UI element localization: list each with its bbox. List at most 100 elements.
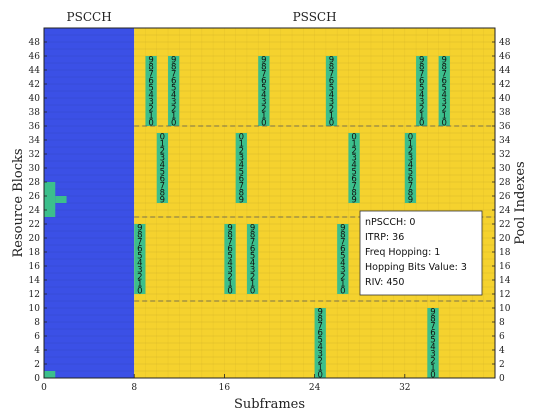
allocation-index-label: 9	[160, 196, 165, 206]
allocation-index-label: 8	[160, 189, 165, 199]
allocation-index-label: 9	[148, 56, 153, 66]
pscch-region-label: PSCCH	[67, 10, 112, 24]
allocation-index-label: 9	[171, 56, 176, 66]
allocation-index-label: 9	[351, 196, 356, 206]
allocation-index-label: 4	[160, 161, 165, 171]
allocation-index-label: 3	[442, 98, 447, 108]
allocation-index-label: 7	[408, 182, 413, 192]
pssch-allocation	[246, 224, 259, 294]
y2-tick-label: 26	[499, 192, 511, 202]
y-tick-label: 32	[29, 150, 40, 160]
allocation-index-label: 4	[430, 343, 435, 353]
allocation-index-label: 4	[442, 91, 447, 101]
allocation-index-label: 1	[137, 280, 142, 290]
allocation-index-label: 5	[340, 252, 345, 262]
allocation-index-label: 6	[419, 77, 424, 87]
y2-tick-label: 6	[499, 332, 505, 342]
y-tick-label: 30	[29, 164, 41, 174]
allocation-index-label: 2	[318, 357, 323, 367]
x-axis-label: Subframes	[234, 397, 305, 412]
allocation-index-label: 3	[160, 154, 165, 164]
allocation-index-label: 1	[340, 280, 345, 290]
x-tick-label: 16	[219, 383, 231, 393]
pssch-allocation	[258, 56, 270, 126]
allocation-index-label: 1	[442, 112, 447, 122]
y2-tick-label: 44	[499, 66, 511, 76]
pscch-allocation	[55, 196, 67, 203]
y2-tick-label: 46	[499, 52, 511, 62]
allocation-index-label: 8	[227, 231, 232, 241]
annotation-freq-hopping: Freq Hopping: 1	[365, 247, 440, 258]
y2-axis-label: Pool Indexes	[513, 161, 528, 244]
allocation-index-label: 4	[351, 161, 356, 171]
allocation-index-label: 0	[148, 119, 153, 129]
pssch-allocation	[168, 56, 180, 126]
allocation-index-label: 2	[408, 147, 413, 157]
allocation-index-label: 8	[318, 315, 323, 325]
allocation-index-label: 0	[171, 119, 176, 129]
y2-tick-label: 42	[499, 80, 510, 90]
allocation-index-label: 8	[250, 231, 255, 241]
allocation-index-label: 0	[442, 119, 447, 129]
annotation-itrp: ITRP: 36	[365, 232, 404, 243]
y2-tick-label: 16	[499, 262, 511, 272]
allocation-index-label: 8	[171, 63, 176, 73]
allocation-index-label: 0	[250, 287, 255, 297]
annotation-npscch: nPSCCH: 0	[365, 217, 415, 228]
y-tick-label: 34	[29, 136, 41, 146]
allocation-index-label: 6	[239, 175, 244, 185]
allocation-index-label: 1	[227, 280, 232, 290]
x-tick-label: 32	[399, 383, 410, 393]
allocation-index-label: 2	[329, 105, 334, 115]
allocation-index-label: 8	[430, 315, 435, 325]
allocation-index-label: 6	[160, 175, 165, 185]
allocation-index-label: 9	[340, 224, 345, 234]
allocation-index-label: 2	[430, 357, 435, 367]
allocation-index-label: 4	[227, 259, 232, 269]
y2-tick-label: 28	[499, 178, 511, 188]
allocation-index-label: 9	[261, 56, 266, 66]
plot-frame	[43, 27, 496, 379]
y-tick-label: 6	[34, 332, 40, 342]
y2-tick-label: 20	[499, 234, 511, 244]
allocation-index-label: 3	[148, 98, 153, 108]
y2-tick-label: 36	[499, 122, 511, 132]
allocation-index-label: 4	[137, 259, 142, 269]
allocation-index-label: 5	[171, 84, 176, 94]
pssch-allocation	[314, 308, 326, 378]
allocation-index-label: 9	[442, 56, 447, 66]
x-tick-label: 8	[131, 383, 137, 393]
allocation-index-label: 1	[160, 140, 165, 150]
allocation-index-label: 3	[239, 154, 244, 164]
allocation-index-label: 0	[329, 119, 334, 129]
allocation-index-label: 8	[442, 63, 447, 73]
allocation-index-label: 6	[261, 77, 266, 87]
allocation-index-label: 7	[250, 238, 255, 248]
allocation-index-label: 4	[340, 259, 345, 269]
pssch-allocation	[134, 224, 146, 294]
allocation-index-label: 1	[329, 112, 334, 122]
allocation-index-label: 3	[419, 98, 424, 108]
allocation-index-label: 5	[148, 84, 153, 94]
allocation-index-label: 0	[318, 371, 323, 381]
allocation-index-label: 5	[250, 252, 255, 262]
y-tick-label: 10	[29, 304, 41, 314]
allocation-index-label: 2	[250, 273, 255, 283]
allocation-index-label: 0	[227, 287, 232, 297]
x-tick-label: 0	[41, 383, 47, 393]
allocation-index-label: 4	[261, 91, 266, 101]
allocation-index-label: 7	[351, 182, 356, 192]
allocation-index-label: 7	[419, 70, 424, 80]
allocation-index-label: 6	[137, 245, 142, 255]
pscch-allocation	[44, 371, 56, 378]
allocation-index-label: 9	[227, 224, 232, 234]
pscch-allocation	[44, 182, 56, 217]
allocation-index-label: 3	[329, 98, 334, 108]
allocation-index-label: 5	[351, 168, 356, 178]
allocation-index-label: 1	[351, 140, 356, 150]
y2-tick-label: 24	[499, 206, 511, 216]
allocation-index-label: 7	[148, 70, 153, 80]
y-tick-label: 26	[29, 192, 41, 202]
allocation-index-label: 8	[137, 231, 142, 241]
